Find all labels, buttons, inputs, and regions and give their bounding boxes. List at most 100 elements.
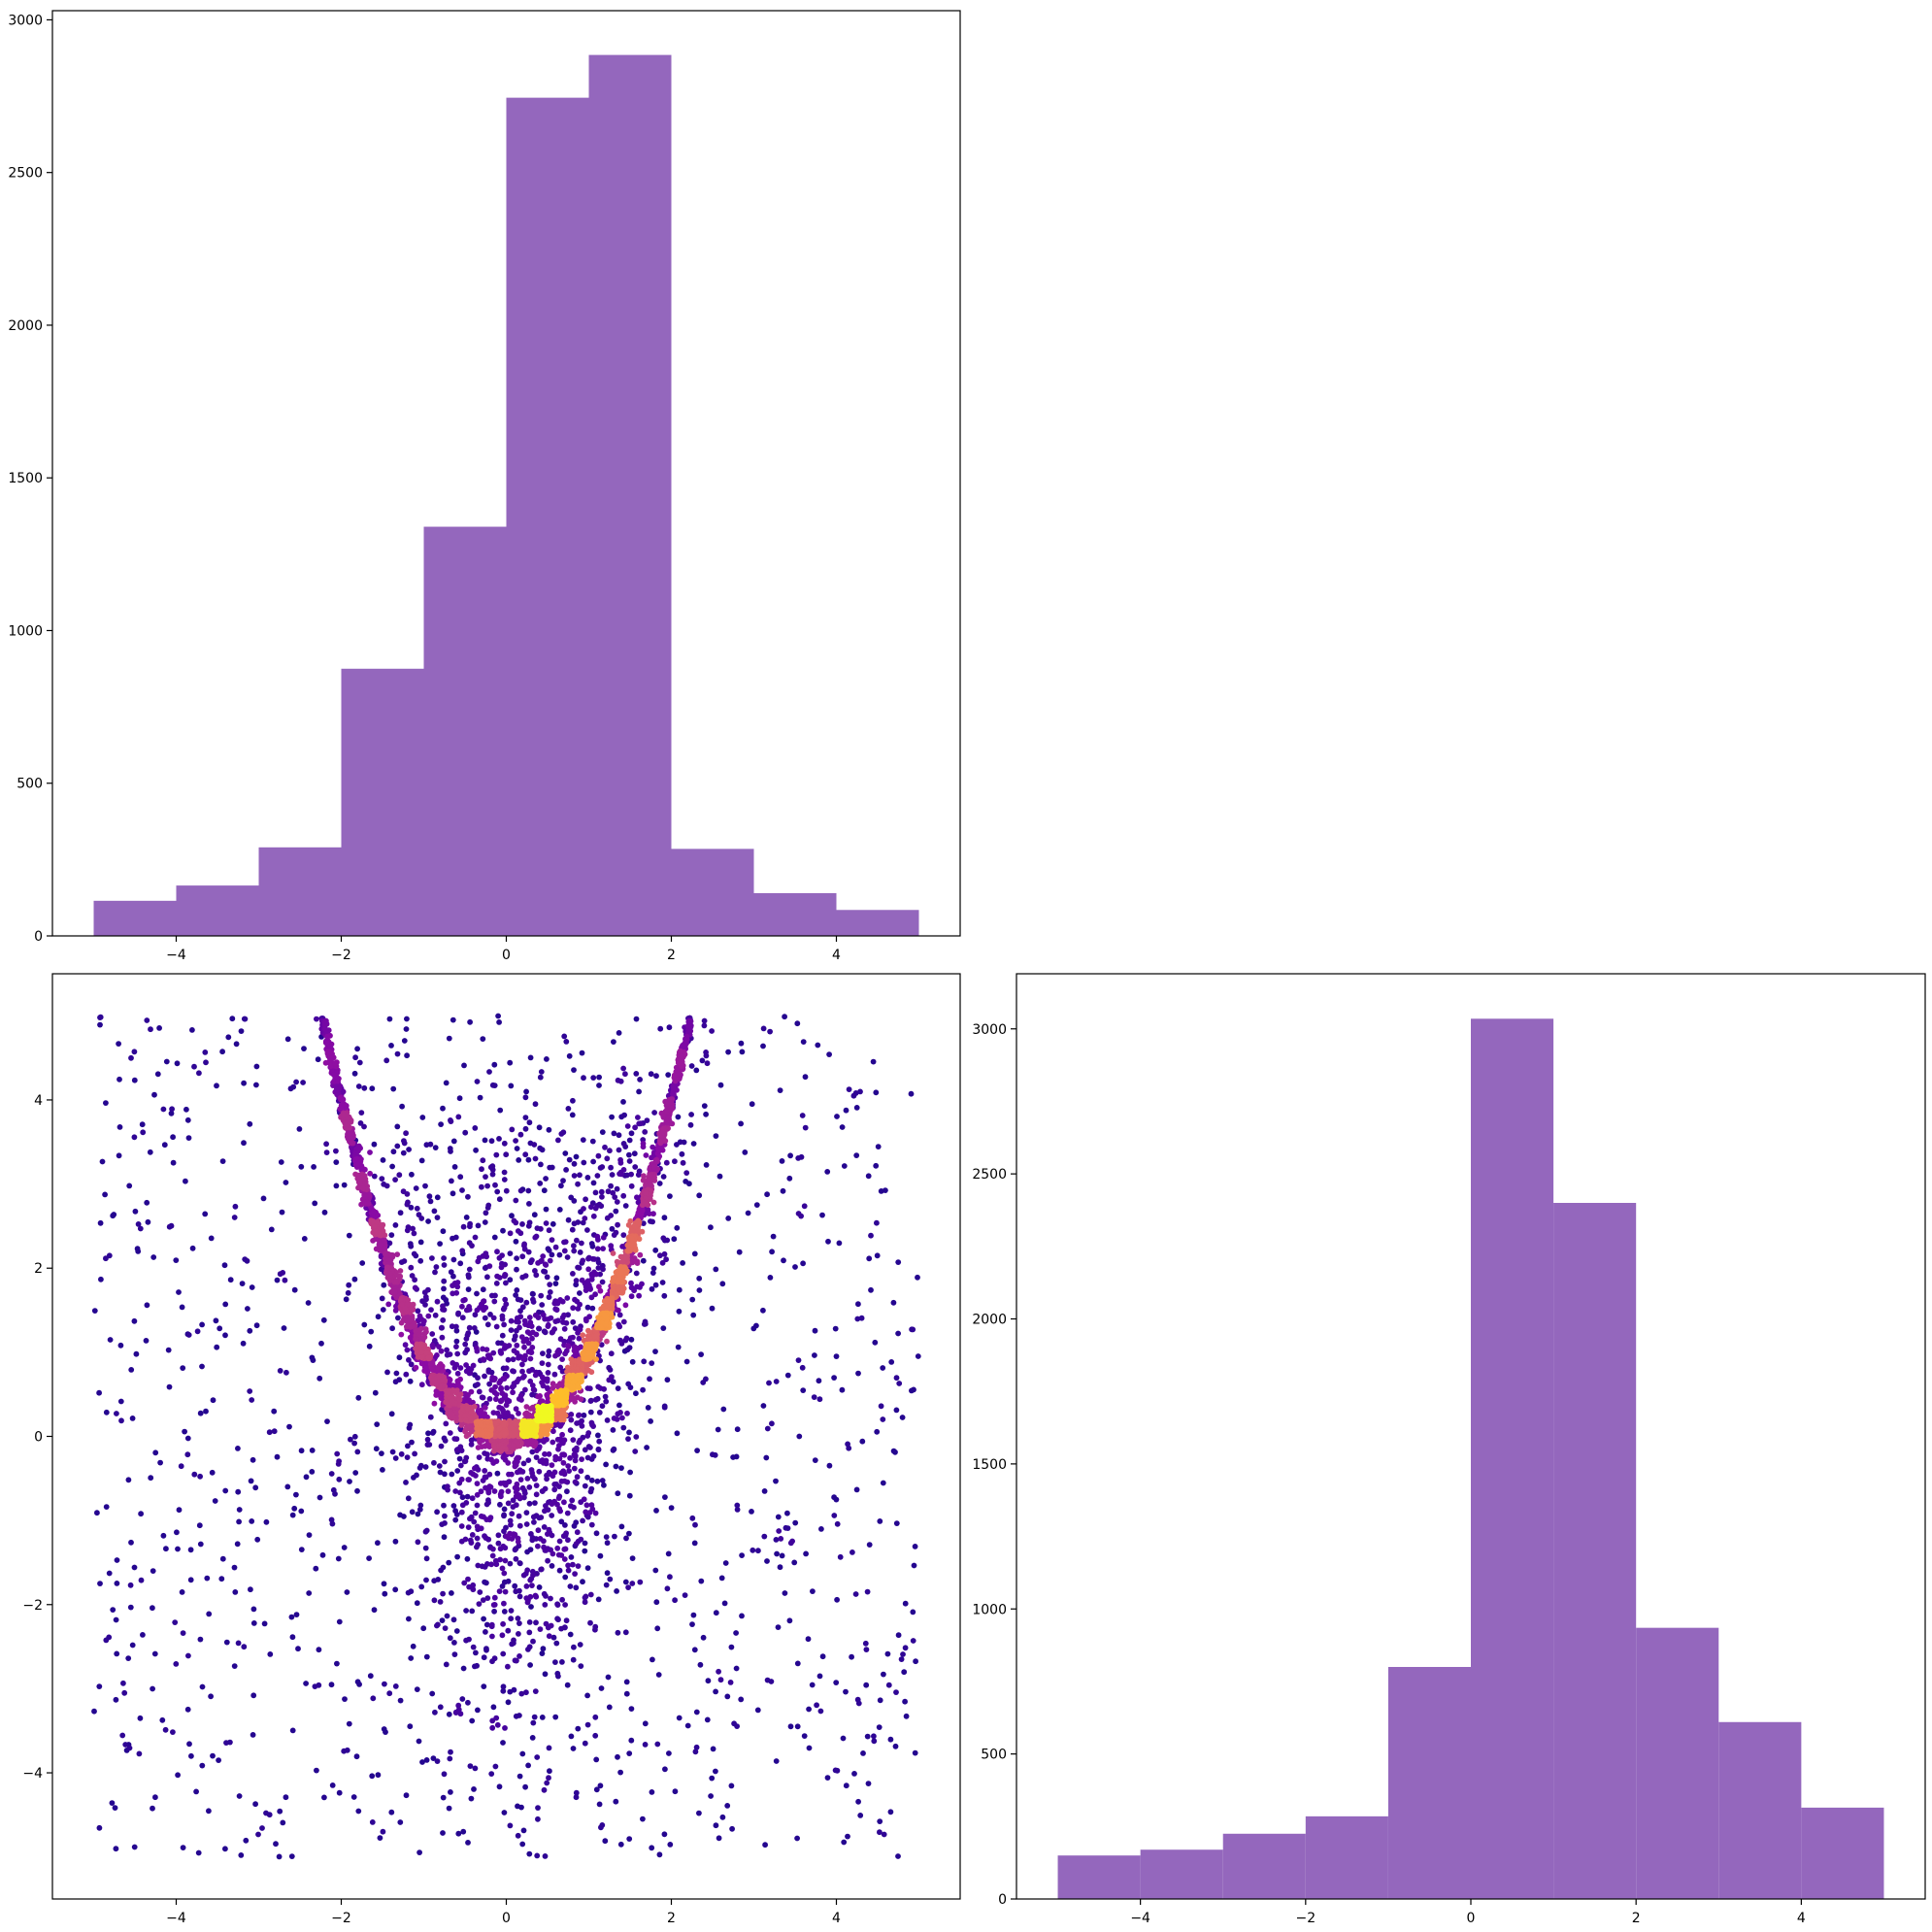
scatter-point	[425, 1286, 431, 1293]
scatter-point	[676, 1715, 683, 1721]
scatter-point	[291, 1505, 298, 1512]
scatter-point	[632, 1124, 638, 1131]
scatter-point	[397, 1210, 404, 1216]
scatter-point	[283, 1794, 289, 1801]
scatter-point	[295, 1646, 301, 1652]
scatter-point	[526, 1629, 533, 1636]
scatter-point	[519, 1750, 526, 1757]
scatter-point	[550, 1439, 556, 1446]
scatter-point	[281, 1325, 287, 1331]
scatter-point	[575, 1563, 582, 1569]
scatter-point	[416, 1849, 422, 1855]
scatter-point	[545, 1370, 551, 1376]
scatter-point	[176, 1507, 183, 1514]
scatter-point	[523, 1689, 529, 1696]
scatter-point	[484, 1595, 491, 1601]
scatter-point	[571, 1348, 578, 1354]
scatter-point	[156, 1025, 163, 1031]
scatter-point	[183, 1178, 188, 1184]
scatter-point	[238, 1852, 245, 1858]
scatter-point	[585, 1282, 592, 1288]
scatter-point	[458, 1523, 465, 1529]
scatter-point	[871, 1733, 877, 1740]
scatter-point	[443, 1399, 450, 1406]
scatter-point	[184, 1706, 191, 1713]
scatter-point	[418, 1157, 425, 1164]
scatter-point	[863, 1682, 870, 1688]
scatter-point	[370, 1695, 377, 1702]
scatter-point	[145, 1218, 151, 1225]
scatter-point	[895, 1259, 902, 1265]
scatter-point	[750, 1325, 757, 1332]
scatter-point	[487, 1483, 494, 1490]
scatter-point	[441, 1262, 448, 1268]
scatter-point	[465, 1307, 471, 1314]
scatter-point	[738, 1120, 744, 1127]
scatter-point	[552, 1659, 558, 1665]
scatter-point	[375, 1540, 381, 1547]
scatter-point	[274, 1277, 281, 1283]
scatter-point	[584, 1692, 590, 1699]
scatter-point	[298, 1547, 305, 1552]
scatter-point	[753, 1202, 760, 1208]
scatter-point	[814, 1702, 819, 1709]
scatter-point	[303, 1474, 310, 1481]
scatter-point	[278, 1159, 284, 1165]
scatter-point	[333, 1183, 340, 1189]
scatter-point	[469, 1532, 476, 1538]
scatter-point	[335, 1555, 342, 1562]
scatter-point	[575, 1219, 582, 1225]
scatter-point	[860, 1750, 866, 1756]
scatter-point	[371, 1607, 378, 1614]
scatter-point	[561, 1312, 567, 1318]
scatter-point	[870, 1058, 877, 1065]
scatter-point	[454, 1553, 460, 1560]
scatter-point	[671, 1236, 678, 1243]
scatter-point	[503, 1402, 510, 1409]
scatter-point	[603, 1398, 610, 1405]
scatter-point	[328, 1516, 335, 1523]
scatter-point	[483, 1474, 489, 1481]
scatter-point	[597, 1782, 604, 1789]
scatter-point	[449, 1471, 455, 1478]
scatter-point	[459, 1696, 466, 1702]
scatter-point	[467, 1516, 473, 1522]
scatter-point	[643, 1189, 649, 1196]
scatter-point	[526, 1619, 533, 1625]
scatter-point	[550, 1329, 556, 1335]
scatter-point	[739, 1613, 745, 1619]
scatter-point	[170, 1159, 177, 1166]
scatter-point	[477, 1589, 483, 1595]
scatter-point	[459, 1248, 466, 1254]
scatter-point	[366, 1343, 373, 1349]
scatter-point	[288, 1614, 295, 1620]
scatter-point	[440, 1830, 446, 1836]
scatter-point	[607, 1148, 613, 1154]
scatter-point	[516, 1157, 522, 1163]
scatter-point	[532, 1101, 539, 1108]
scatter-point	[217, 1325, 223, 1332]
scatter-point	[375, 1772, 382, 1779]
scatter-point	[546, 1352, 551, 1359]
scatter-point	[618, 1523, 625, 1530]
scatter-point	[787, 1152, 793, 1159]
scatter-point	[185, 1652, 191, 1659]
scatter-point	[488, 1292, 495, 1299]
scatter-point	[332, 1490, 338, 1497]
scatter-point	[515, 1832, 521, 1839]
scatter-point	[157, 1459, 164, 1466]
scatter-point	[499, 1332, 506, 1339]
scatter-point	[196, 1070, 202, 1077]
scatter-point	[576, 1335, 583, 1342]
scatter-point	[521, 1246, 528, 1252]
scatter-point	[472, 1510, 479, 1516]
scatter-point	[650, 1265, 657, 1272]
scatter-point	[780, 1187, 786, 1194]
scatter-point	[451, 1365, 458, 1371]
scatter-point	[144, 1302, 150, 1309]
scatter-point	[649, 1845, 655, 1851]
scatter-point	[516, 1620, 522, 1626]
scatter-point	[533, 1593, 540, 1600]
scatter-point	[377, 1835, 383, 1841]
scatter-point	[559, 1356, 565, 1362]
